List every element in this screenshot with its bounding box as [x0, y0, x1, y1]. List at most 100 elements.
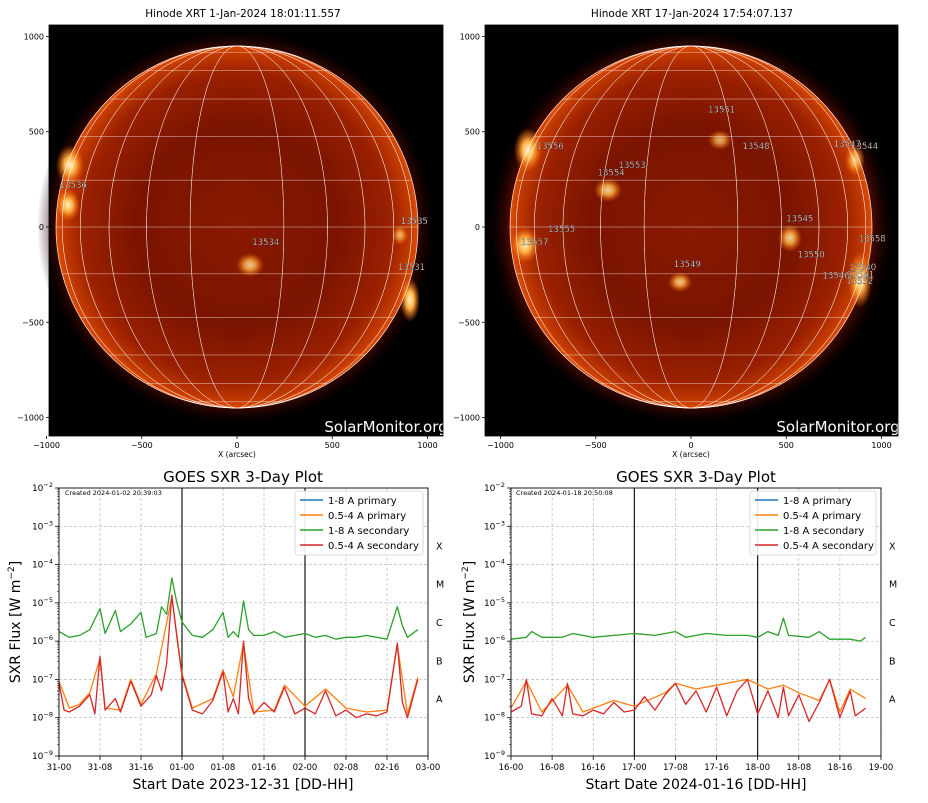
x-tick-label: 02-16 [375, 763, 400, 773]
region-label: 13551 [708, 106, 735, 116]
legend-label: 1-8 A secondary [783, 526, 864, 537]
y-tick-label: 500 [465, 128, 480, 137]
heliographic-grid [509, 45, 873, 409]
axes-frame [48, 24, 444, 437]
flare-class-label: A [889, 695, 896, 706]
region-label: 13553 [619, 161, 646, 171]
y-tick-label: 1000 [460, 32, 480, 41]
x-axis-label: Start Date 2024-01-16 [DD-HH] [586, 777, 807, 793]
legend-label: 1-8 A primary [328, 496, 397, 507]
image-axes: −1000 −1000 −500 −500 0 0 500 500 1000 1000 X (arc… [17, 24, 444, 459]
region-label: 13535 [401, 217, 428, 227]
y-axis-label: SXR Flux [W m−2] [7, 561, 24, 683]
region-label: 13558 [859, 234, 886, 244]
x-tick-label: 18-00 [745, 763, 770, 773]
watermark: SolarMonitor.org [776, 418, 899, 436]
region-label: 13554 [598, 169, 625, 179]
region-label: 13541 [847, 270, 874, 280]
y-tick-label: 10−7 [484, 672, 505, 685]
x-axis-label: X (arcsec) [672, 450, 710, 459]
plot-area: 16-00 16-08 16-16 17-00 17-08 17-16 18-00 18-08… [484, 481, 897, 773]
flare-class-label: M [436, 580, 444, 591]
axes-frame [484, 24, 899, 437]
created-stamp: Created 2024-01-02 20:39:03 [65, 489, 162, 497]
x-tick-label: 0 [688, 441, 693, 450]
y-tick-label: −500 [22, 318, 44, 327]
flare-class-label: X [889, 541, 896, 552]
y-tick-label: 10−3 [484, 519, 505, 532]
flare-class-label: X [436, 541, 443, 552]
chart-title: GOES SXR 3-Day Plot [616, 468, 776, 486]
x-axis-label: Start Date 2023-12-31 [DD-HH] [133, 777, 354, 793]
y-tick-label: 10−3 [32, 519, 53, 532]
y-tick-label: 10−5 [484, 596, 505, 609]
region-label: 13556 [537, 142, 564, 152]
y-tick-label: 10−9 [484, 749, 505, 762]
region-labels: 13536 13535 13534 13531 [60, 181, 428, 273]
solar-image-panel-2: Hinode XRT 17-Jan-2024 17:54:07.137 1355… [453, 8, 900, 459]
x-tick-label: 16-16 [581, 763, 606, 773]
region-label: 13548 [742, 142, 769, 152]
series-line [58, 596, 419, 715]
chart-title: GOES SXR 3-Day Plot [163, 468, 323, 486]
limb-line [55, 45, 419, 409]
active-region-brightening [511, 128, 872, 308]
x-tick-label: 17-00 [622, 763, 647, 773]
y-tick-label: 10−9 [32, 749, 53, 762]
active-region-brightening [56, 145, 420, 322]
x-tick-label: 01-16 [252, 763, 277, 773]
region-label: 13555 [548, 225, 575, 235]
x-tick-label: 02-00 [293, 763, 318, 773]
y-tick-label: 1000 [24, 32, 44, 41]
x-tick-label: 17-08 [663, 763, 688, 773]
image-title: Hinode XRT 1-Jan-2024 18:01:11.557 [145, 8, 340, 20]
region-label: 13549 [674, 260, 701, 270]
y-tick-label: 10−7 [32, 672, 53, 685]
region-label: 13547 [834, 140, 861, 150]
x-tick-label: 16-00 [499, 763, 524, 773]
region-label: 13557 [521, 238, 548, 248]
region-label: 13552 [846, 277, 873, 287]
x-tick-label: 02-08 [334, 763, 359, 773]
y-tick-label: 10−4 [32, 558, 53, 571]
legend-label: 0.5-4 A primary [328, 511, 406, 522]
x-tick-label: 01-08 [211, 763, 236, 773]
x-tick-label: 18-08 [786, 763, 811, 773]
image-axes: −1000 −1000 −500 −500 0 0 500 500 1000 1000 X (arc… [453, 24, 899, 459]
x-tick-label: 31-08 [88, 763, 113, 773]
x-tick-label: −1000 [487, 441, 514, 450]
x-axis-label: X (arcsec) [218, 450, 256, 459]
region-label: 13544 [851, 142, 878, 152]
x-tick-label: 31-00 [47, 763, 72, 773]
flare-class-label: B [889, 656, 896, 667]
region-label: 13546 [822, 271, 849, 281]
svg-text:SXR Flux [W m−2]: SXR Flux [W m−2] [461, 561, 478, 683]
flare-class-label: A [436, 695, 443, 706]
x-tick-label: 1000 [871, 441, 891, 450]
x-tick-label: 19-00 [869, 763, 894, 773]
x-tick-label: 16-08 [540, 763, 565, 773]
y-tick-label: −1000 [453, 414, 480, 423]
region-label: 13550 [798, 250, 825, 260]
y-tick-label: 10−2 [484, 481, 505, 494]
region-label: 13531 [398, 263, 425, 273]
y-axis-label: SXR Flux [W m−2] [461, 561, 478, 683]
y-tick-label: 10−2 [32, 481, 53, 494]
watermark: SolarMonitor.org [324, 418, 447, 436]
series-line [510, 617, 866, 642]
region-label: 13536 [60, 181, 87, 191]
y-tick-label: −500 [458, 318, 480, 327]
legend-label: 0.5-4 A secondary [328, 541, 419, 552]
legend-label: 0.5-4 A primary [783, 511, 861, 522]
created-stamp: Created 2024-01-18 20:50:08 [516, 489, 613, 497]
flare-class-label: M [889, 580, 897, 591]
region-label: 13545 [786, 214, 813, 224]
x-tick-label: 1000 [417, 441, 437, 450]
legend-label: 0.5-4 A secondary [783, 541, 874, 552]
y-tick-label: 500 [29, 128, 44, 137]
x-tick-label: 500 [325, 441, 340, 450]
flare-class-label: C [436, 618, 443, 629]
plot-area: 31-00 31-08 31-16 01-00 01-08 01-16 02-00 02-08… [32, 481, 444, 773]
